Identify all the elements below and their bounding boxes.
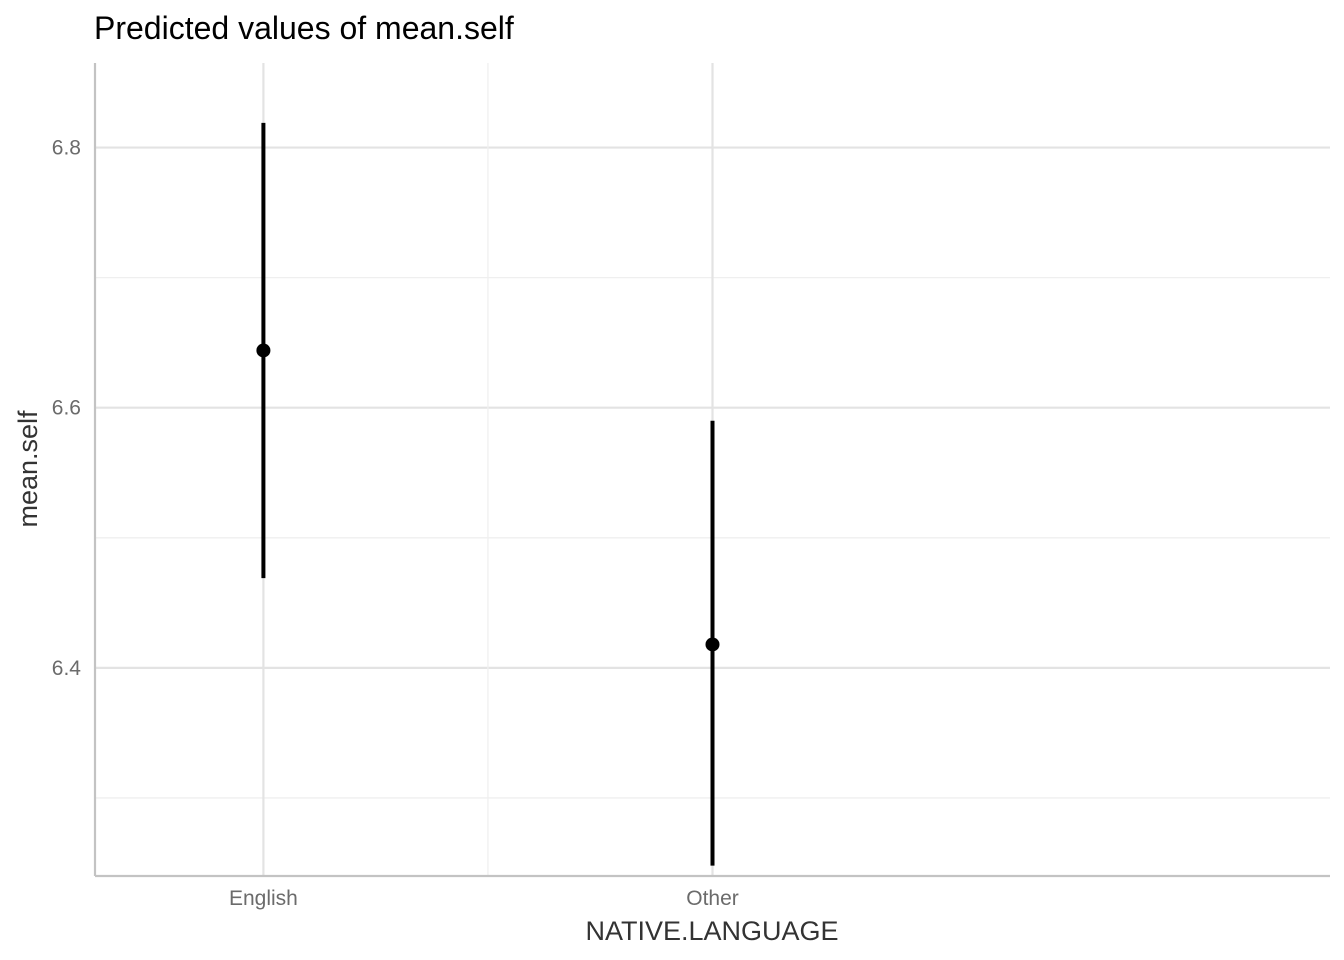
data-point [705, 637, 720, 652]
x-axis-title: NATIVE.LANGUAGE [585, 916, 838, 946]
x-tick-labels: English Other [229, 887, 739, 910]
chart-title: Predicted values of mean.self [94, 10, 514, 46]
y-tick-labels: 6.4 6.6 6.8 [52, 137, 82, 680]
data-point [256, 343, 271, 358]
x-tick-label: Other [686, 887, 739, 910]
y-axis-title: mean.self [13, 410, 43, 528]
y-tick-label: 6.6 [52, 397, 81, 420]
y-tick-label: 6.4 [52, 657, 82, 680]
y-tick-label: 6.8 [52, 137, 81, 160]
marks-layer [256, 122, 720, 866]
x-tick-label: English [229, 887, 298, 910]
